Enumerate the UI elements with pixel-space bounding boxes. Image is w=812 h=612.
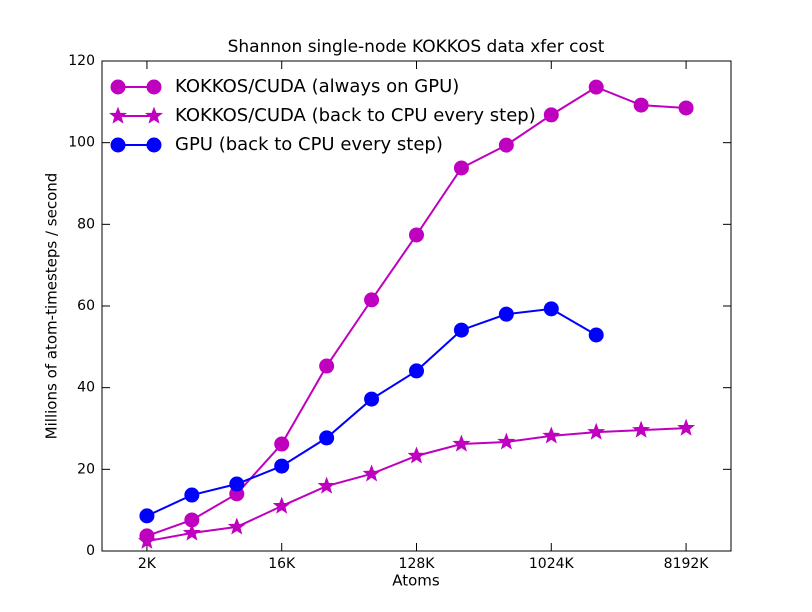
marker [274,458,290,474]
y-tick-label: 80 [77,216,95,232]
legend-label: KOKKOS/CUDA (back to CPU every step) [175,105,536,126]
marker [452,434,471,452]
x-tick-label: 1024K [529,556,575,572]
x-axis-label: Atoms [392,572,440,590]
marker [145,106,163,124]
x-tick-label: 8192K [664,556,710,572]
legend-label: GPU (back to CPU every step) [175,134,443,155]
marker [498,137,514,153]
plot-frame [101,60,732,552]
marker [227,517,246,535]
marker [364,391,380,407]
y-axis-label: Millions of atom-timesteps / second [43,173,61,440]
y-tick-label: 100 [68,135,95,151]
marker [146,79,162,95]
marker [146,137,162,153]
marker [542,426,561,444]
marker [229,476,245,492]
y-tick-label: 20 [77,461,95,477]
marker [633,97,649,113]
legend: KOKKOS/CUDA (always on GPU) KOKKOS/CUDA (… [109,76,536,155]
marker [272,496,291,514]
marker [453,160,469,176]
marker [184,487,200,503]
marker [110,137,126,153]
marker [110,79,126,95]
marker [362,464,381,482]
x-tick-label: 128K [399,556,436,572]
marker [677,418,696,436]
marker [364,292,380,308]
marker [109,106,127,124]
y-tick-label: 40 [77,380,95,396]
marker [587,422,606,440]
marker [497,432,516,450]
marker [498,306,514,322]
marker [317,476,336,494]
marker [139,508,155,524]
marker [543,301,559,317]
marker [588,79,604,95]
marker [453,322,469,338]
marker [632,420,651,438]
marker [274,436,290,452]
x-tick-label: 2K [138,556,157,572]
marker [407,446,426,464]
x-tick-label: 16K [268,556,296,572]
marker [319,358,335,374]
marker [137,531,156,549]
y-tick-label: 0 [86,543,95,559]
marker [409,363,424,379]
chart-title: Shannon single-node KOKKOS data xfer cos… [228,37,605,57]
marker [678,100,694,116]
legend-label: KOKKOS/CUDA (always on GPU) [175,76,459,97]
marker [409,227,424,243]
marker [543,107,559,123]
y-tick-label: 60 [77,298,95,314]
y-tick-label: 120 [68,53,95,69]
marker [182,523,201,541]
marker [319,430,335,446]
marker [588,327,604,343]
